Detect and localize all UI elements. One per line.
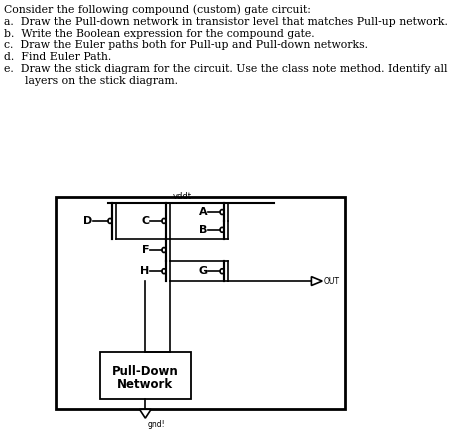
Text: OUT: OUT — [324, 276, 340, 286]
Text: c.  Draw the Euler paths both for Pull-up and Pull-down networks.: c. Draw the Euler paths both for Pull-up… — [4, 40, 368, 50]
Bar — [100, 352, 191, 399]
Text: e.  Draw the stick diagram for the circuit. Use the class note method. Identify : e. Draw the stick diagram for the circui… — [4, 64, 447, 74]
Text: d.  Find Euler Path.: d. Find Euler Path. — [4, 52, 111, 62]
Text: b.  Write the Boolean expression for the compound gate.: b. Write the Boolean expression for the … — [4, 29, 315, 39]
Text: Network: Network — [117, 378, 173, 391]
Text: vddt: vddt — [173, 192, 192, 201]
Text: C: C — [141, 216, 149, 226]
Text: Consider the following compound (custom) gate circuit:: Consider the following compound (custom)… — [4, 5, 311, 15]
Text: B: B — [199, 225, 208, 235]
Text: Pull-Down: Pull-Down — [112, 365, 179, 378]
Polygon shape — [139, 409, 151, 418]
Text: a.  Draw the Pull-down network in transistor level that matches Pull-up network.: a. Draw the Pull-down network in transis… — [4, 17, 448, 27]
Polygon shape — [311, 276, 322, 286]
Text: G: G — [199, 266, 208, 276]
Text: A: A — [199, 207, 208, 217]
Text: D: D — [83, 216, 92, 226]
Bar — [56, 197, 345, 409]
Text: H: H — [140, 266, 149, 276]
Text: F: F — [142, 245, 149, 255]
Text: layers on the stick diagram.: layers on the stick diagram. — [4, 76, 178, 86]
Text: gnd!: gnd! — [148, 420, 165, 429]
